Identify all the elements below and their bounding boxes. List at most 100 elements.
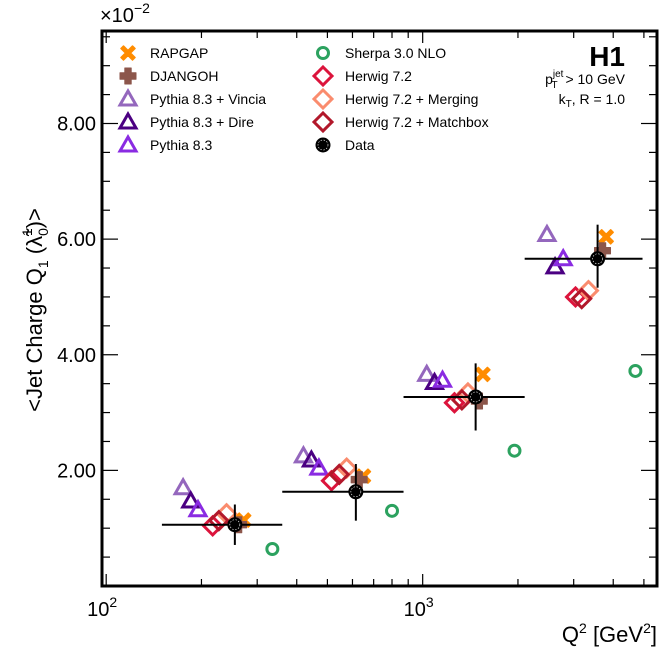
data-point (320, 469, 343, 492)
data-marker-ring (229, 519, 241, 531)
triangle-marker (172, 476, 194, 496)
legend-marker (311, 110, 335, 134)
legend-item: Data (315, 137, 375, 153)
legend-label: DJANGOH (150, 68, 218, 84)
y-tick-label: 6.00 (57, 229, 96, 251)
legend-marker (117, 110, 139, 130)
legend-label: Data (345, 137, 375, 153)
plus-marker (119, 67, 137, 85)
triangle-marker (292, 444, 315, 464)
data-marker-ring (350, 486, 362, 498)
data-point (590, 251, 606, 267)
legend-label: Herwig 7.2 (345, 68, 412, 84)
data-point (598, 229, 614, 245)
data-point (416, 363, 438, 382)
circle-marker (385, 503, 400, 518)
legend-label: Herwig 7.2 + Merging (345, 91, 478, 107)
legend-marker (315, 137, 331, 153)
series-pythia-8-3-vincia (172, 223, 558, 496)
series-djangoh (230, 242, 612, 534)
data-point (308, 457, 330, 476)
data-marker-ring (592, 253, 603, 265)
diamond-marker (443, 391, 466, 414)
axes: 102 103 2.00 4.00 6.00 8.00 (57, 29, 659, 621)
data-point (350, 471, 368, 489)
series-herwig-7-2 (201, 285, 587, 537)
data-point (431, 369, 454, 388)
legend-marker (311, 64, 335, 88)
plot-marks (161, 223, 643, 556)
circle-marker (265, 542, 280, 556)
pt-cut-label: pjet T > 10 GeV (545, 69, 626, 91)
triangle-marker (431, 369, 454, 388)
legend-item: Pythia 8.3 + Vincia (117, 87, 266, 107)
legend-item: Herwig 7.2 + Merging (311, 87, 478, 111)
diamond-marker (328, 463, 351, 486)
legend-item: Herwig 7.2 (311, 64, 412, 88)
diamond-marker (201, 514, 224, 537)
data-point (187, 498, 209, 518)
legend: RAPGAP DJANGOH Pythia 8.3 + Vincia Pythia 8… (117, 45, 489, 153)
x-tick-label: 102 (87, 594, 117, 621)
x-marker (475, 366, 491, 383)
legend-marker (311, 87, 335, 111)
legend-item: Pythia 8.3 + Dire (117, 110, 254, 130)
circle-marker (507, 443, 522, 458)
data-point (172, 476, 194, 496)
data-point (385, 503, 400, 518)
circle-marker (316, 46, 330, 60)
series-pythia-8-3-dire (180, 255, 566, 509)
data-point (300, 448, 322, 468)
triangle-marker (308, 457, 330, 476)
data-point (348, 484, 364, 500)
data-point (475, 366, 491, 383)
data-point (468, 389, 484, 405)
triangle-marker (187, 498, 209, 518)
legend-marker (117, 133, 139, 153)
data-point (265, 542, 280, 556)
data-marker-ring (470, 391, 481, 403)
series-herwig-7-2-merging (215, 279, 600, 525)
data-marker-ring (317, 139, 329, 151)
triangle-marker (117, 133, 139, 153)
triangle-marker (180, 489, 202, 509)
data-point (628, 363, 643, 378)
series-data (161, 224, 643, 545)
plus-marker (350, 471, 368, 489)
legend-marker (119, 67, 137, 85)
series-pythia-8-3 (187, 247, 574, 518)
series-sherpa-3-0-nlo (265, 363, 643, 556)
diamond-marker (207, 509, 230, 532)
legend-label: Pythia 8.3 + Dire (150, 114, 254, 130)
legend-label: Pythia 8.3 + Vincia (150, 91, 266, 107)
data-point (180, 489, 202, 509)
x-tick-label: 103 (404, 594, 434, 621)
x-axis-title: Q2 [GeV2] (562, 620, 657, 647)
triangle-marker (536, 223, 558, 242)
y-multiplier-label: ×10−2 (100, 0, 150, 27)
y-tick-label: 4.00 (57, 345, 96, 367)
y-tick-label: 8.00 (57, 114, 96, 136)
plot-frame (100, 29, 659, 588)
data-point (507, 443, 522, 458)
experiment-label: H1 (589, 41, 625, 72)
labels: ×10−2 H1 pjet T > 10 GeV kT, R = 1.0 Q2 [… (19, 0, 657, 647)
legend-item: DJANGOH (119, 67, 218, 85)
legend-label: RAPGAP (150, 45, 208, 61)
jet-algorithm-label: kT, R = 1.0 (559, 91, 626, 110)
legend-label: Pythia 8.3 (150, 137, 212, 153)
legend-item: Herwig 7.2 + Matchbox (311, 110, 489, 134)
diamond-marker (311, 64, 335, 88)
data-point (292, 444, 315, 464)
legend-item: Pythia 8.3 (117, 133, 212, 153)
legend-marker (117, 87, 139, 107)
y-tick-label: 2.00 (57, 460, 96, 482)
legend-label: Herwig 7.2 + Matchbox (345, 114, 489, 130)
data-point (207, 509, 230, 532)
x-marker (120, 45, 136, 61)
data-point (328, 463, 351, 486)
y-axis-title: <Jet Charge Q1 (λ̃01)> (19, 208, 51, 412)
diamond-marker (570, 287, 593, 310)
legend-item: RAPGAP (120, 45, 208, 61)
